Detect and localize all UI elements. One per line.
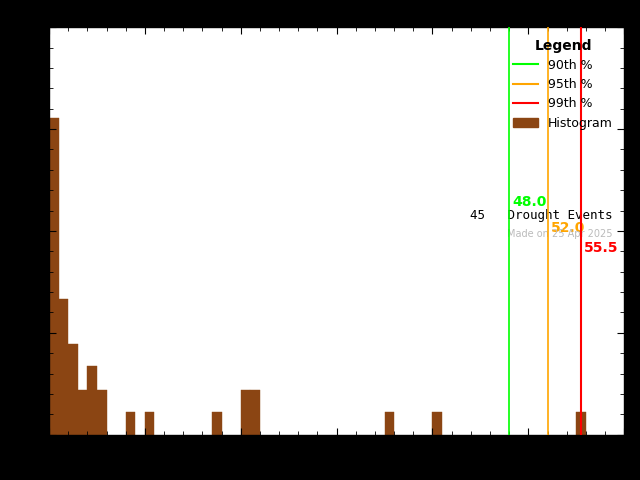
Title: Drought Length at Camosun Station over the Entire Year: Drought Length at Camosun Station over t…	[120, 7, 552, 22]
Bar	[145, 412, 154, 434]
Text: Made on 25 Apr 2025: Made on 25 Apr 2025	[508, 229, 612, 239]
Bar	[250, 390, 260, 434]
Text: 45   Drought Events: 45 Drought Events	[470, 208, 612, 222]
Bar	[576, 412, 586, 434]
Bar	[212, 412, 221, 434]
Text: 48.0: 48.0	[512, 195, 547, 209]
Bar	[241, 390, 250, 434]
Bar	[68, 344, 77, 434]
Bar	[125, 412, 135, 434]
Bar	[385, 412, 394, 434]
Text: 55.5: 55.5	[584, 241, 618, 255]
Bar	[87, 366, 97, 434]
Bar	[77, 390, 87, 434]
Bar	[97, 390, 106, 434]
Bar	[59, 299, 68, 434]
Y-axis label: Probability (%): Probability (%)	[7, 180, 21, 282]
Bar	[433, 412, 442, 434]
Bar	[49, 118, 59, 434]
Legend: 90th %, 95th %, 99th %, Histogram: 90th %, 95th %, 99th %, Histogram	[508, 34, 618, 134]
X-axis label: Number of Consecutive Days with no rain: Number of Consecutive Days with no rain	[192, 459, 481, 473]
Text: 52.0: 52.0	[550, 221, 585, 235]
